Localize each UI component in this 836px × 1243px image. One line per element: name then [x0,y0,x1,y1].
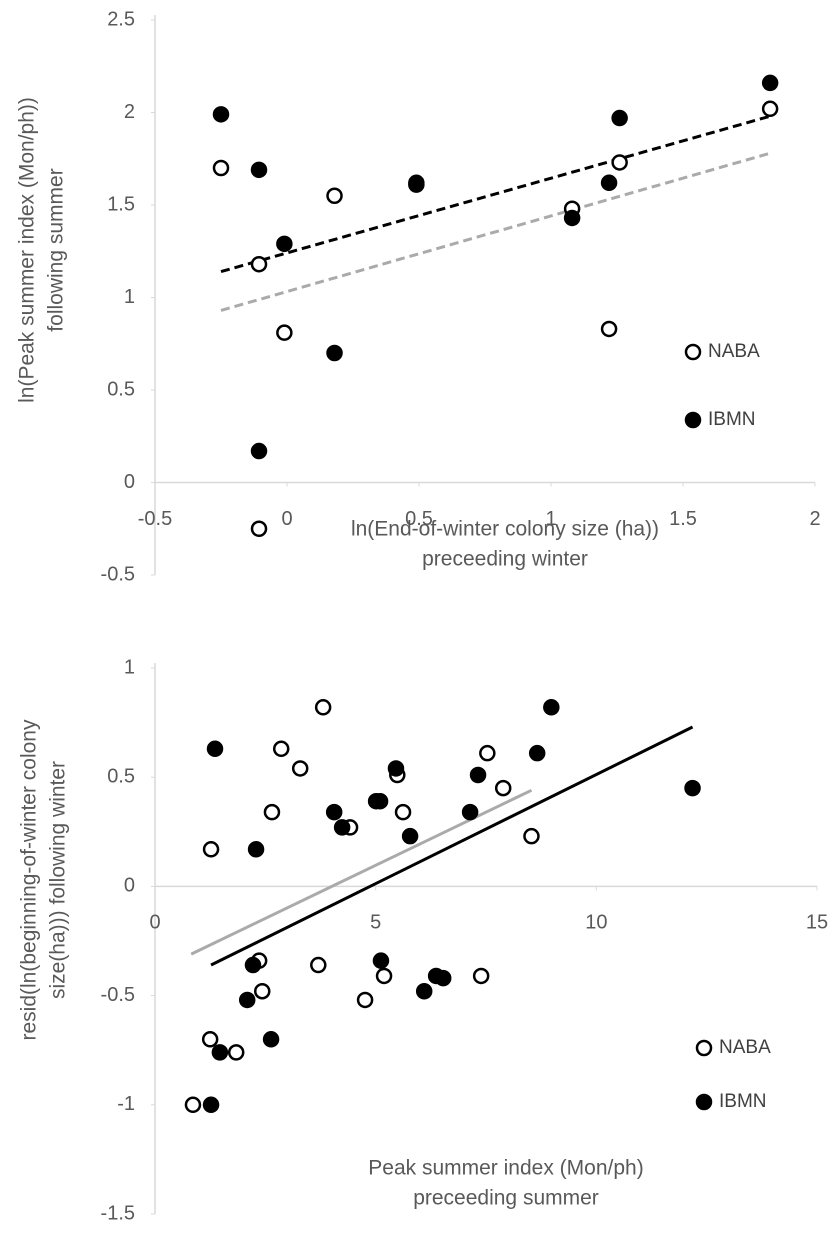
data-point [262,1031,280,1048]
x-axis-title: Peak summer index (Mon/ph) [368,1157,643,1180]
data-point [469,766,487,784]
y-tick-label: 2.5 [107,8,135,30]
data-point [684,779,701,797]
data-point [326,187,343,204]
trend-line [220,114,771,274]
data-point [761,100,779,118]
x-tick-label: 0.5 [405,508,433,530]
data-point [184,1096,202,1114]
data-point [263,803,281,821]
y-tick-label: -0.5 [101,563,135,585]
data-point [543,699,560,716]
data-point [611,109,628,127]
data-point [415,982,433,1000]
data-point [202,1096,220,1114]
data-point [472,967,490,985]
trend-line [220,151,771,312]
data-point [761,74,779,92]
data-point [479,744,496,762]
y-tick-label: -1 [117,1093,135,1115]
x-tick-label: 0 [281,508,292,530]
x-tick-label: 5 [370,912,381,934]
y-tick-label: 2 [124,101,135,123]
data-point [250,161,268,179]
x-tick-label: 2 [809,508,820,530]
data-point [206,740,224,758]
data-point [371,792,389,810]
data-point [314,699,332,716]
x-tick-label: 0 [149,912,160,934]
trend-line [210,725,694,967]
data-point [212,106,230,123]
data-point [528,744,546,762]
y-tick-label: 0.5 [107,765,135,787]
y-tick-label: 0 [124,471,135,493]
legend-label: IBMN [708,409,756,430]
y-tick-label: 0.5 [107,378,135,400]
data-point [600,320,618,338]
legend-marker [695,1039,713,1057]
y-tick-label: 0 [124,875,135,897]
legend-marker [695,1093,713,1111]
data-point [247,841,265,858]
data-point [356,991,374,1009]
x-tick-label: 1.5 [669,508,697,530]
y-tick-label: -1.5 [101,1202,135,1224]
data-point [250,255,268,273]
y-axis-title: ln(Peak summer index (Mon/ph)) [16,97,39,403]
legend-label: IBMN [719,1091,767,1112]
data-point [238,991,256,1009]
y-tick-label: 1 [124,286,135,308]
y-axis-title: resid(ln(beginning-of-winter colony [18,719,41,1040]
legend-label: NABA [719,1037,771,1058]
data-point [494,779,512,797]
data-point [461,803,479,821]
x-axis-title: ln(End-of-winter colony size (ha)) [351,518,659,541]
data-point [276,235,293,253]
legend-marker [684,343,702,361]
data-point [563,209,581,227]
data-point [408,176,425,193]
data-point [600,174,618,192]
data-point [244,956,262,974]
data-point [310,956,327,974]
legend-marker [684,411,702,429]
x-tick-label: 10 [585,912,607,934]
data-point [250,520,268,537]
data-point [394,803,412,821]
data-point [326,344,343,362]
y-tick-label: 1 [124,656,135,678]
x-axis-title: preceeding summer [413,1187,599,1210]
x-tick-label: 15 [806,912,828,934]
data-point [201,1031,219,1048]
data-point [434,969,452,987]
data-point [227,1044,245,1061]
data-point [276,324,293,341]
data-point [212,159,230,177]
data-point [523,827,540,845]
data-point [372,952,390,969]
data-point [387,760,405,777]
y-tick-label: -0.5 [101,984,135,1006]
data-point [202,841,220,858]
data-point [325,803,343,821]
legend-label: NABA [708,341,760,362]
data-point [401,827,419,845]
data-point [250,442,268,460]
x-tick-label: 1 [545,508,556,530]
y-axis-title: following summer [45,168,68,331]
data-point [291,760,309,777]
y-axis-title: size(ha))) following winter [47,761,70,999]
data-point [611,154,628,171]
data-point [375,967,393,985]
data-point [253,982,271,1000]
trend-line [190,788,533,956]
x-axis-title: preceeding winter [422,548,588,571]
data-point [333,819,351,836]
data-point [211,1044,229,1061]
data-point [272,740,290,758]
x-tick-label: -0.5 [138,508,172,530]
y-tick-label: 1.5 [107,193,135,215]
